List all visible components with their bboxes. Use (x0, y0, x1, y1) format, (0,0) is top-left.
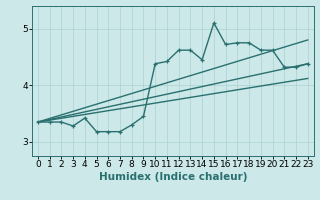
X-axis label: Humidex (Indice chaleur): Humidex (Indice chaleur) (99, 172, 247, 182)
